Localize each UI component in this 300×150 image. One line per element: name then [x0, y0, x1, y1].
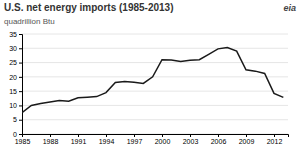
- x-tick-mark: [162, 134, 163, 137]
- y-tick-label: 20: [9, 74, 17, 81]
- x-tick-mark: [246, 134, 247, 137]
- y-axis: 0 5 10 15 20 25 30 35: [9, 31, 22, 138]
- x-axis: 1985 1988 1991 1994 1997 2000 2003 2006 2009 2012: [15, 134, 289, 145]
- x-tick-label: 2003: [183, 138, 199, 145]
- grid: [22, 34, 288, 134]
- y-tick: 30: [9, 45, 22, 52]
- y-tick-mark: [19, 105, 22, 106]
- grid-line: [22, 76, 288, 77]
- x-tick: 2006: [211, 134, 227, 145]
- x-tick-mark: [134, 134, 135, 137]
- x-tick-label: 1985: [15, 138, 31, 145]
- y-tick: 20: [9, 74, 22, 81]
- annotation: eia: [283, 3, 296, 13]
- grid-line: [22, 48, 288, 49]
- y-tick-label: 30: [9, 45, 17, 52]
- y-tick-label: 25: [9, 59, 17, 66]
- x-tick-mark: [50, 134, 51, 137]
- y-tick-label: 0: [13, 131, 17, 138]
- line: [22, 47, 283, 112]
- grid-line: [22, 91, 288, 92]
- y-tick: 10: [9, 102, 22, 109]
- x-tick: 1997: [127, 134, 143, 145]
- x-tick: 2009: [239, 134, 255, 145]
- x-tick: 2000: [155, 134, 171, 145]
- y-tick-label: 15: [9, 88, 17, 95]
- y-tick-mark: [19, 48, 22, 49]
- y-tick-mark: [19, 134, 22, 135]
- x-axis-line: [23, 135, 289, 138]
- x-tick-label: 2000: [155, 138, 171, 145]
- y-tick-label: 5: [13, 116, 17, 123]
- x-tick-mark: [218, 134, 219, 137]
- x-tick-label: 1994: [99, 138, 115, 145]
- chart: U.S. net energy imports (1985-2013) quadr…: [0, 0, 300, 150]
- grid-line: [22, 62, 288, 63]
- y-tick: 15: [9, 88, 22, 95]
- x-tick-mark: [274, 134, 275, 137]
- grid-line: [22, 34, 288, 35]
- y-tick-label: 10: [9, 102, 17, 109]
- y-tick: 35: [9, 31, 22, 38]
- y-axis-line: [19, 35, 23, 135]
- title: U.S. net energy imports (1985-2013): [4, 2, 174, 13]
- plot: 1985 1988 1991 1994 1997 2000 2003 2006 2009 2012…: [9, 31, 288, 145]
- grid-line: [22, 119, 288, 120]
- y-tick: 5: [13, 116, 22, 123]
- x-tick-label: 1997: [127, 138, 143, 145]
- marks: [22, 47, 283, 112]
- y-tick-mark: [19, 77, 22, 78]
- x-tick-mark: [78, 134, 79, 137]
- y-tick-mark: [19, 91, 22, 92]
- y-tick: 25: [9, 59, 22, 66]
- x-tick-mark: [190, 134, 191, 137]
- x-tick: 2003: [183, 134, 199, 145]
- y-tick-mark: [19, 34, 22, 35]
- x-tick-label: 2006: [211, 138, 227, 145]
- subtitle: quadrillion Btu: [4, 17, 55, 26]
- y-tick-mark: [19, 120, 22, 121]
- y-tick-label: 35: [9, 31, 17, 38]
- x-tick-label: 1988: [43, 138, 59, 145]
- x-tick-label: 1991: [71, 138, 87, 145]
- x-tick-mark: [106, 134, 107, 137]
- x-tick: 2012: [267, 134, 283, 145]
- x-tick-label: 2012: [267, 138, 283, 145]
- y-tick-mark: [19, 63, 22, 64]
- x-tick: 1985: [15, 134, 31, 145]
- grid-line: [22, 105, 288, 106]
- x-tick: 1991: [71, 134, 87, 145]
- x-tick: 1988: [43, 134, 59, 145]
- x-tick-label: 2009: [239, 138, 255, 145]
- x-tick: 1994: [99, 134, 115, 145]
- y-tick: 0: [13, 131, 22, 138]
